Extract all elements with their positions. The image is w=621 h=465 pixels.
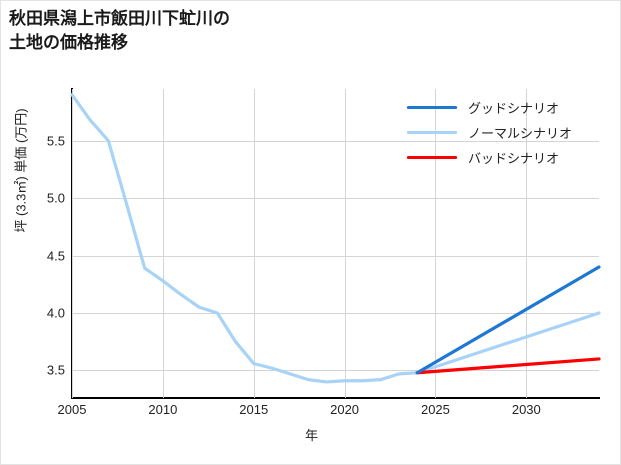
y-tick-label: 4.0: [46, 305, 65, 321]
gridline-horizontal: [72, 140, 599, 142]
chart-legend: グッドシナリオ ノーマルシナリオ バッドシナリオ: [407, 95, 607, 170]
series-line: [415, 265, 601, 375]
y-tick-label: 5.0: [46, 190, 65, 206]
y-axis-label: 坪 (3.3㎡) 単価 (万円): [13, 108, 29, 233]
legend-color-swatch: [407, 131, 457, 134]
x-axis-line: [71, 397, 600, 399]
gridline-vertical: [253, 89, 255, 398]
gridline-vertical: [72, 89, 73, 398]
legend-item[interactable]: ノーマルシナリオ: [407, 120, 607, 145]
x-tick-label: 2010: [148, 402, 178, 417]
gridline-horizontal: [72, 370, 599, 372]
legend-color-swatch: [407, 106, 457, 109]
x-tick-label: 2030: [511, 402, 541, 417]
gridline-vertical: [526, 89, 528, 398]
gridline-horizontal: [72, 198, 599, 200]
y-tick-label: 4.5: [46, 248, 65, 264]
gridline-vertical: [435, 89, 437, 398]
legend-label: ノーマルシナリオ: [468, 126, 573, 141]
x-tick-label: 2015: [239, 402, 269, 417]
series-line: [415, 357, 601, 375]
legend-color-swatch: [407, 156, 457, 159]
legend-item[interactable]: バッドシナリオ: [407, 145, 607, 170]
legend-label: バッドシナリオ: [468, 151, 560, 166]
gridline-vertical: [344, 89, 346, 398]
x-axis-label: 年: [304, 428, 318, 443]
legend-label: グッドシナリオ: [468, 101, 560, 116]
x-tick-label: 2025: [420, 402, 450, 417]
x-tick-label: 2020: [330, 402, 360, 417]
series-lines: [70, 93, 601, 384]
chart-title: 秋田県潟上市飯田川下虻川の 土地の価格推移: [9, 9, 230, 53]
y-tick-label: 3.5: [46, 362, 65, 378]
plot-area: [70, 89, 601, 398]
legend-item[interactable]: グッドシナリオ: [407, 95, 607, 120]
gridline-horizontal: [72, 312, 599, 314]
x-tick-label: 2005: [57, 402, 87, 417]
gridline-vertical: [162, 89, 164, 398]
y-tick-label: 5.5: [46, 133, 65, 149]
series-line: [70, 93, 601, 384]
gridline-horizontal: [72, 255, 599, 257]
